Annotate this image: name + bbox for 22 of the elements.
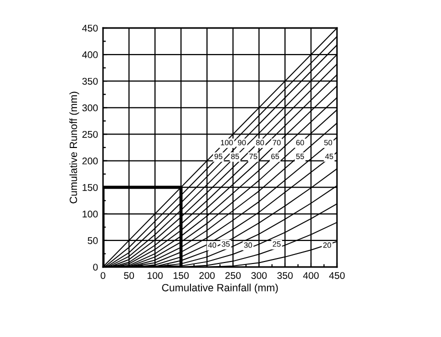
x-tick-label: 100 xyxy=(148,272,163,279)
x-tick-label: 450 xyxy=(329,272,345,279)
y-tick-label: 100 xyxy=(82,210,98,218)
x-tick-label: 300 xyxy=(251,272,267,279)
x-tick-label: 0 xyxy=(100,272,106,279)
y-tick-label: 200 xyxy=(82,158,98,164)
y-tick-label: 50 xyxy=(88,237,98,244)
x-tick-label: 150 xyxy=(174,272,189,279)
y-axis-title: Cumulative Runoff (mm) xyxy=(69,92,80,204)
y-tick-label: 300 xyxy=(82,104,98,112)
y-tick-label: 400 xyxy=(82,51,98,58)
x-axis-title: Cumulative Rainfall (mm) xyxy=(162,284,278,294)
y-tick-label: 250 xyxy=(82,130,98,138)
x-tick-label: 250 xyxy=(225,272,241,279)
x-tick-label: 400 xyxy=(303,272,319,279)
x-tick-label: 200 xyxy=(199,272,215,279)
y-tick-label: 450 xyxy=(82,24,98,32)
y-tick-label: 0 xyxy=(93,264,98,271)
y-tick-label: 350 xyxy=(82,78,98,85)
y-tick-label: 150 xyxy=(82,184,98,191)
x-tick-label: 50 xyxy=(124,272,134,279)
x-tick-label: 350 xyxy=(277,272,293,279)
